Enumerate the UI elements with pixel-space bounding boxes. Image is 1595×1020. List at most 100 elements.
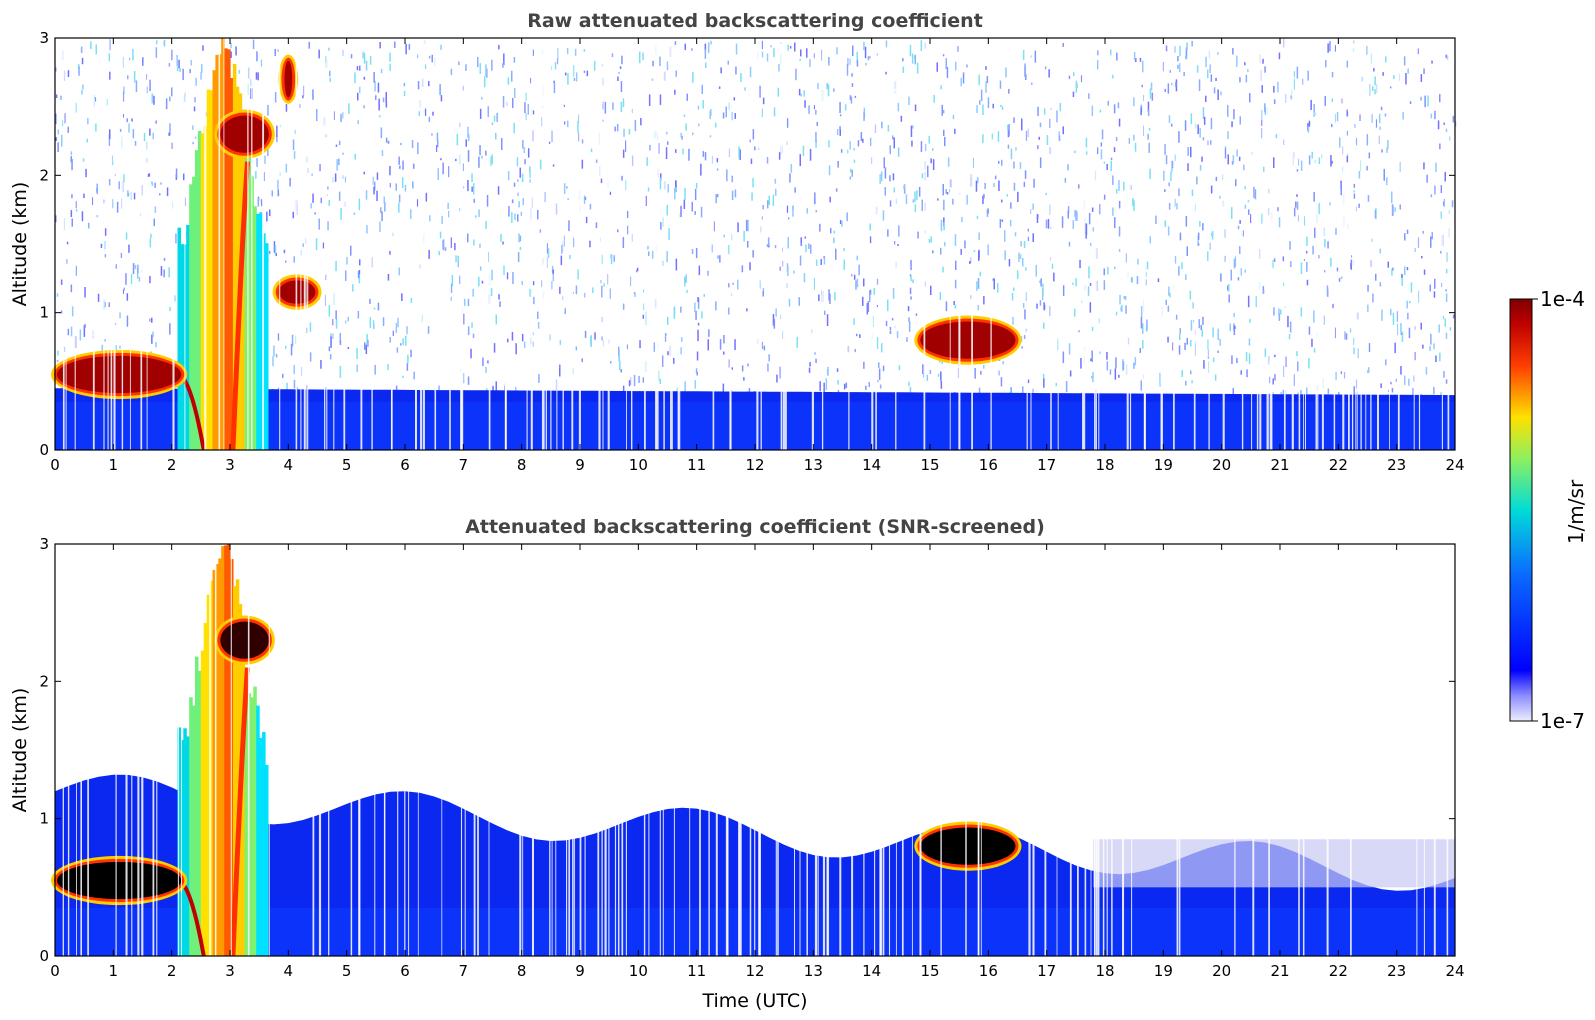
noise-pixel bbox=[722, 383, 725, 395]
noise-pixel bbox=[1435, 162, 1437, 173]
noise-pixel bbox=[285, 104, 288, 112]
noise-pixel bbox=[523, 147, 526, 153]
noise-pixel bbox=[1385, 56, 1387, 63]
noise-pixel bbox=[1106, 361, 1109, 371]
noise-pixel bbox=[674, 89, 676, 95]
noise-pixel bbox=[527, 103, 529, 115]
noise-pixel bbox=[495, 314, 497, 325]
noise-pixel bbox=[779, 266, 782, 271]
noise-pixel bbox=[97, 293, 100, 302]
noise-pixel bbox=[618, 350, 620, 362]
noise-pixel bbox=[1434, 110, 1436, 120]
noise-pixel bbox=[834, 292, 836, 301]
noise-pixel bbox=[316, 109, 318, 121]
noise-pixel bbox=[1198, 319, 1200, 329]
noise-pixel bbox=[1341, 276, 1343, 279]
noise-pixel bbox=[603, 283, 605, 287]
noise-pixel bbox=[1135, 58, 1137, 62]
noise-pixel bbox=[396, 347, 399, 353]
noise-pixel bbox=[1448, 136, 1451, 141]
noise-pixel bbox=[828, 140, 830, 148]
noise-pixel bbox=[1085, 137, 1088, 148]
noise-pixel bbox=[444, 247, 447, 251]
noise-pixel bbox=[1379, 126, 1381, 130]
noise-pixel bbox=[1062, 285, 1065, 296]
noise-pixel bbox=[67, 328, 70, 336]
noise-pixel bbox=[1020, 240, 1022, 247]
noise-pixel bbox=[1049, 118, 1051, 128]
noise-pixel bbox=[373, 186, 375, 195]
noise-pixel bbox=[153, 95, 155, 105]
noise-pixel bbox=[1018, 252, 1020, 262]
noise-pixel bbox=[974, 368, 976, 379]
noise-pixel bbox=[379, 221, 381, 233]
noise-pixel bbox=[1274, 374, 1276, 381]
noise-pixel bbox=[787, 265, 789, 277]
plume-column bbox=[197, 130, 202, 450]
xtick-label: 20 bbox=[1212, 456, 1231, 474]
noise-pixel bbox=[908, 381, 910, 387]
noise-pixel bbox=[1278, 313, 1281, 321]
noise-pixel bbox=[440, 95, 443, 102]
plume-column bbox=[192, 705, 196, 956]
noise-pixel bbox=[1207, 339, 1209, 350]
noise-pixel bbox=[623, 128, 625, 137]
noise-pixel bbox=[448, 166, 450, 178]
noise-pixel bbox=[659, 94, 662, 105]
noise-pixel bbox=[680, 347, 682, 355]
noise-pixel bbox=[1061, 216, 1064, 228]
noise-pixel bbox=[1331, 98, 1333, 102]
noise-pixel bbox=[856, 255, 858, 261]
noise-pixel bbox=[581, 159, 584, 169]
noise-pixel bbox=[916, 62, 919, 74]
noise-pixel bbox=[987, 244, 989, 256]
noise-pixel bbox=[1288, 334, 1291, 340]
noise-pixel bbox=[1037, 106, 1039, 116]
noise-pixel bbox=[1236, 55, 1238, 67]
noise-pixel bbox=[1264, 66, 1266, 73]
noise-pixel bbox=[882, 210, 885, 221]
noise-pixel bbox=[1164, 220, 1167, 227]
noise-pixel bbox=[1186, 246, 1188, 257]
noise-pixel bbox=[799, 154, 801, 167]
noise-pixel bbox=[839, 102, 841, 114]
noise-pixel bbox=[1098, 204, 1101, 215]
noise-pixel bbox=[973, 250, 976, 252]
noise-pixel bbox=[837, 161, 839, 168]
noise-pixel bbox=[302, 243, 304, 247]
noise-pixel bbox=[364, 342, 366, 350]
noise-pixel bbox=[490, 156, 492, 166]
noise-pixel bbox=[747, 241, 749, 248]
noise-pixel bbox=[1227, 285, 1229, 291]
noise-pixel bbox=[56, 293, 59, 297]
noise-pixel bbox=[980, 370, 982, 375]
noise-pixel bbox=[1390, 381, 1392, 385]
noise-pixel bbox=[312, 89, 314, 100]
noise-pixel bbox=[740, 72, 742, 83]
noise-pixel bbox=[1091, 350, 1093, 362]
noise-pixel bbox=[529, 179, 531, 183]
noise-pixel bbox=[828, 56, 830, 66]
noise-pixel bbox=[511, 70, 513, 82]
plume-column bbox=[177, 727, 181, 956]
noise-pixel bbox=[976, 215, 979, 219]
noise-pixel bbox=[909, 387, 912, 397]
noise-pixel bbox=[833, 230, 835, 234]
noise-pixel bbox=[291, 334, 294, 347]
xtick-label: 22 bbox=[1329, 962, 1348, 980]
noise-pixel bbox=[1390, 308, 1392, 316]
noise-pixel bbox=[1358, 170, 1361, 179]
noise-pixel bbox=[809, 362, 811, 367]
noise-pixel bbox=[1106, 352, 1108, 360]
noise-pixel bbox=[802, 145, 805, 157]
noise-pixel bbox=[1179, 232, 1182, 241]
noise-pixel bbox=[1224, 255, 1226, 262]
noise-pixel bbox=[634, 292, 636, 297]
noise-pixel bbox=[1422, 231, 1424, 234]
noise-pixel bbox=[914, 104, 917, 112]
noise-pixel bbox=[567, 73, 569, 85]
noise-pixel bbox=[795, 68, 797, 81]
noise-pixel bbox=[914, 54, 916, 65]
noise-pixel bbox=[675, 180, 677, 188]
noise-pixel bbox=[766, 244, 769, 248]
